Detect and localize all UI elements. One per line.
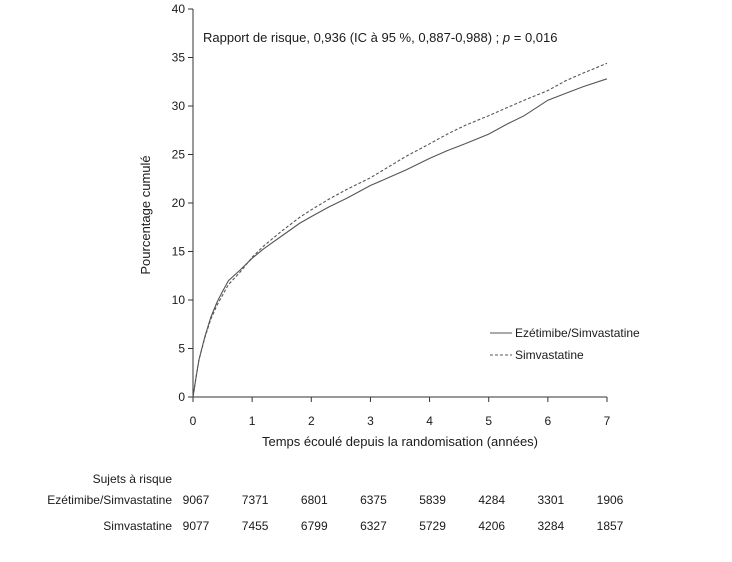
chart: 0 5 10 15 20 25 30 35 40 0 1 2 3 4 5 6 7 Rapport de risq… (138, 2, 640, 449)
series-line-2 (192, 62, 608, 398)
y-tick-label: 15 (172, 245, 186, 259)
y-tick-label: 25 (172, 148, 186, 162)
legend-label-2: Simvastatine (515, 348, 584, 362)
risk-cell: 3301 (537, 493, 565, 507)
series-line-1 (192, 78, 608, 398)
chart-annotation: Rapport de risque, 0,936 (IC à 95 %, 0,8… (203, 30, 558, 45)
risk-row-label: Ezétimibe/Simvastatine (47, 493, 172, 507)
x-tick-label: 7 (604, 414, 611, 428)
y-tick-label: 35 (172, 51, 186, 65)
risk-cell: 5729 (419, 519, 446, 533)
x-tick-label: 1 (249, 414, 256, 428)
x-tick-label: 0 (190, 414, 197, 428)
annotation-prefix: Rapport de risque, 0,936 (IC à 95 %, 0,8… (203, 30, 503, 45)
risk-cell: 6801 (300, 493, 328, 507)
risk-cell: 1906 (596, 493, 624, 507)
legend-label-1: Ezétimibe/Simvastatine (515, 326, 640, 340)
annotation-suffix: = 0,016 (510, 30, 557, 45)
risk-cell: 9067 (182, 493, 210, 507)
risk-cell: 4284 (478, 493, 506, 507)
x-tick-label: 3 (367, 414, 374, 428)
y-tick-label: 0 (178, 390, 185, 404)
risk-cell: 7455 (241, 519, 269, 533)
y-axis-title: Pourcentage cumulé (138, 155, 153, 274)
y-tick-label: 5 (178, 342, 185, 356)
risk-cell: 5839 (419, 493, 446, 507)
risk-cell: 6375 (360, 493, 387, 507)
x-tick-label: 2 (308, 414, 315, 428)
risk-cell: 4206 (478, 519, 506, 533)
y-tick-label: 20 (172, 196, 186, 210)
risk-table-header: Sujets à risque (92, 472, 172, 486)
x-axis-title: Temps écoulé depuis la randomisation (an… (262, 434, 538, 449)
risk-cell: 6799 (300, 519, 328, 533)
risk-cell: 9077 (182, 519, 210, 533)
x-tick-label: 5 (485, 414, 492, 428)
chart-axes: 0 5 10 15 20 25 30 35 40 0 1 2 3 4 5 6 7 (172, 2, 611, 428)
risk-cell: 7371 (241, 493, 269, 507)
chart-series (192, 62, 608, 398)
risk-cell: 3284 (537, 519, 565, 533)
risk-cell: 6327 (360, 519, 387, 533)
x-tick-label: 6 (545, 414, 552, 428)
annotation-p: p (502, 30, 510, 45)
y-tick-label: 30 (172, 99, 186, 113)
chart-legend: Ezétimibe/Simvastatine Simvastatine (490, 326, 640, 362)
x-tick-label: 4 (426, 414, 433, 428)
risk-cell: 1857 (596, 519, 624, 533)
risk-row-label: Simvastatine (103, 519, 172, 533)
y-tick-label: 40 (172, 2, 186, 16)
y-tick-label: 10 (172, 293, 186, 307)
